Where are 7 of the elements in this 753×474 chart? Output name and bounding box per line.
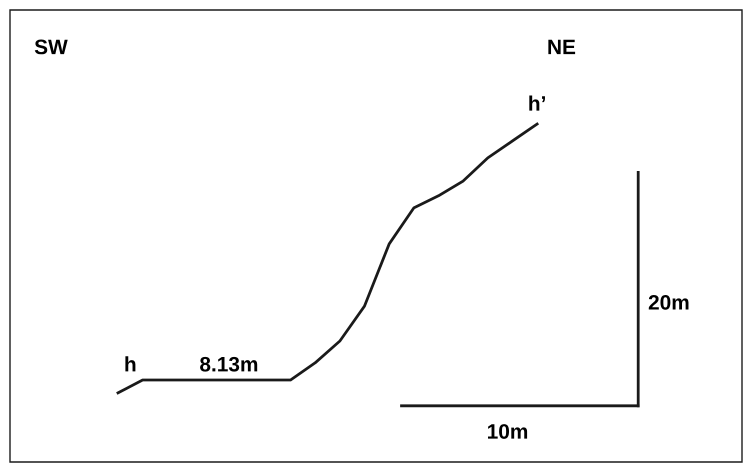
annotation: 8.13m (200, 356, 258, 372)
text: h’ (529, 95, 545, 111)
text: 10m (488, 424, 528, 439)
text: 20m (648, 295, 688, 310)
text: SW (34, 40, 68, 54)
annotation: h (125, 356, 136, 372)
text: NE (548, 40, 576, 54)
